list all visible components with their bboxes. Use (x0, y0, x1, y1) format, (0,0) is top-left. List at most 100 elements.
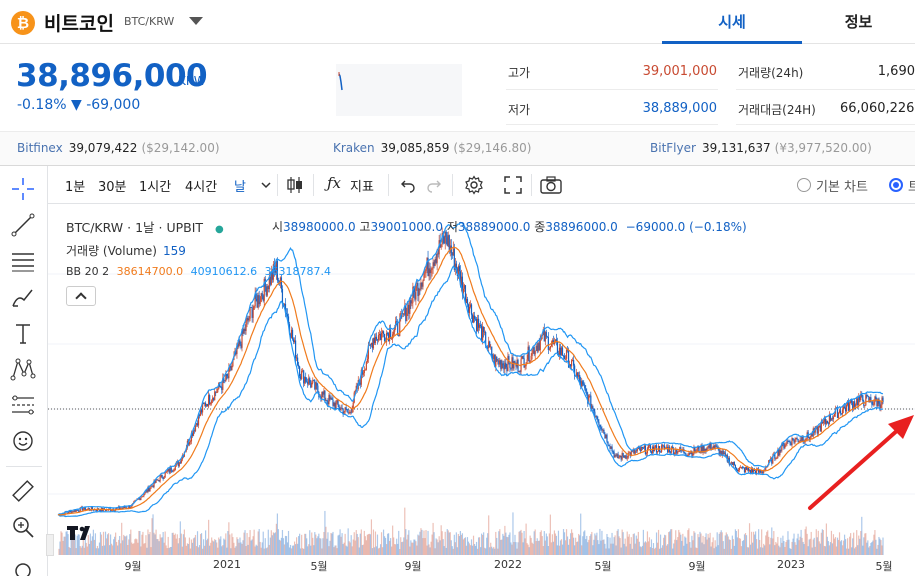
volume-bar (73, 534, 75, 555)
tradingview-chart-radio[interactable] (889, 178, 903, 192)
candle-body (423, 273, 425, 281)
basic-chart-label[interactable]: 기본 차트 (816, 180, 868, 195)
volume-bar (100, 534, 103, 555)
fullscreen-icon[interactable] (504, 176, 522, 194)
volume-bar (558, 545, 561, 555)
volume-bar (606, 533, 608, 555)
fib-levels-icon[interactable] (10, 392, 36, 418)
chevron-down-icon[interactable] (260, 180, 272, 190)
candle-body (293, 340, 296, 342)
candle-body (800, 439, 802, 441)
magnet-icon[interactable] (10, 558, 36, 576)
tab-quote[interactable]: 시세 (662, 0, 802, 44)
volume-bar (64, 536, 66, 555)
camera-icon[interactable] (540, 176, 562, 194)
volume-bar (442, 539, 444, 555)
volume-bar (800, 529, 802, 555)
redo-icon[interactable] (426, 177, 442, 193)
zoom-in-icon[interactable] (10, 514, 36, 540)
candle-body (799, 439, 801, 442)
candle-body (444, 231, 446, 244)
candle-body (362, 372, 364, 375)
volume-bar (257, 531, 259, 555)
volume-bar (497, 548, 499, 555)
candle-body (140, 497, 142, 500)
chevron-down-icon[interactable] (189, 17, 203, 25)
volume-bar (425, 530, 427, 555)
candle-body (144, 491, 146, 495)
volume-bar (169, 546, 171, 555)
candlestick-icon[interactable] (286, 175, 304, 195)
ruler-icon[interactable] (10, 478, 36, 504)
tab-info[interactable]: 정보 (844, 13, 873, 31)
candle-body (620, 455, 622, 460)
candle-body (322, 391, 324, 395)
volume-bar (872, 540, 874, 555)
candle-body (303, 370, 305, 384)
volume-bar (129, 534, 131, 555)
volume-bar (214, 539, 216, 555)
interval-4h[interactable]: 4시간 (185, 180, 218, 195)
candle-body (645, 453, 648, 455)
volume-bar (781, 542, 783, 555)
fx-icon[interactable]: ƒx (327, 174, 342, 192)
emoji-icon[interactable] (10, 428, 36, 454)
candle-body (761, 471, 763, 473)
candle-body (622, 452, 624, 456)
candle-body (374, 336, 377, 343)
candle-body (569, 364, 572, 367)
candle-body (676, 448, 678, 454)
horizontal-lines-icon[interactable] (10, 248, 36, 274)
candle-body (618, 457, 620, 459)
collapse-legend-button[interactable] (66, 286, 96, 306)
volume-bar (842, 540, 845, 555)
volume-bar (811, 547, 813, 555)
volume-bar (267, 529, 269, 555)
chart-toolbar: 1분 30분 1시간 4시간 날 ƒx 지표 기본 차트 트 (48, 166, 915, 204)
candle-body (749, 469, 752, 473)
candle-body (582, 381, 584, 385)
volume-bar (653, 548, 656, 555)
volume-bar (696, 548, 698, 555)
candle-body (862, 395, 864, 402)
volume-bar (275, 523, 277, 555)
interval-1m[interactable]: 1분 (65, 180, 86, 195)
price-chart[interactable] (48, 204, 915, 576)
candle-body (177, 461, 179, 466)
interval-day[interactable]: 날 (234, 180, 246, 195)
tradingview-chart-label[interactable]: 트 (908, 180, 915, 195)
text-icon[interactable] (10, 320, 36, 346)
crosshair-icon[interactable] (10, 176, 36, 202)
candle-body (666, 446, 668, 449)
volume-bar (880, 540, 882, 555)
scroll-handle[interactable] (46, 534, 54, 556)
candle-body (241, 329, 243, 348)
interval-1h[interactable]: 1시간 (139, 180, 172, 195)
volume-bar (621, 529, 623, 555)
volume-bar (809, 538, 811, 555)
pattern-icon[interactable] (10, 356, 36, 382)
candle-body (367, 345, 369, 359)
volume-bar (663, 537, 665, 555)
candle-body (203, 402, 206, 404)
basic-chart-radio[interactable] (797, 178, 811, 192)
candle-body (280, 277, 283, 289)
candle-body (70, 511, 72, 514)
undo-icon[interactable] (400, 177, 416, 193)
candle-body (123, 506, 125, 509)
brush-icon[interactable] (10, 284, 36, 310)
volume-bar (287, 530, 290, 555)
volume-bar (839, 541, 842, 555)
settings-gear-icon[interactable] (464, 175, 484, 195)
volume-bar (788, 539, 790, 555)
candle-body (777, 449, 779, 458)
volume-bar (672, 548, 674, 555)
candle-body (304, 377, 306, 384)
candle-body (828, 414, 831, 424)
candle-body (674, 452, 676, 455)
trend-line-icon[interactable] (10, 212, 36, 238)
volume-bar (195, 546, 198, 555)
indicators-button[interactable]: 지표 (350, 180, 374, 195)
volume-bar (333, 547, 335, 555)
interval-30m[interactable]: 30분 (98, 180, 127, 195)
